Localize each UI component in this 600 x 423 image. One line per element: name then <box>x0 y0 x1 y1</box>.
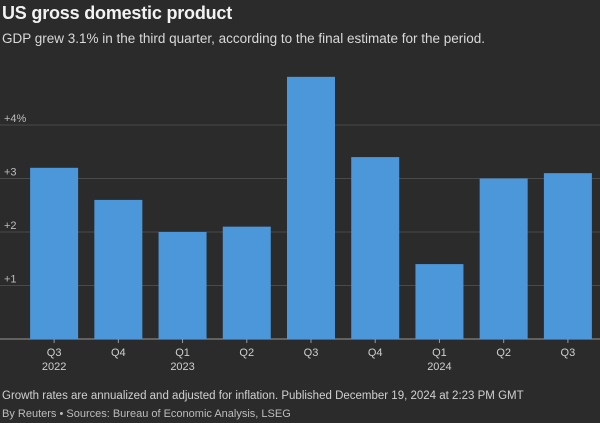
x-year-label: 2022 <box>42 361 66 373</box>
y-tick-label: +4% <box>4 113 27 125</box>
chart-footnote: Growth rates are annualized and adjusted… <box>2 390 524 402</box>
bar <box>351 157 400 339</box>
x-tick-label: Q4 <box>111 347 126 359</box>
bar <box>30 167 79 339</box>
x-tick-label: Q2 <box>496 347 511 359</box>
x-year-label: 2024 <box>427 361 451 373</box>
chart-subtitle: GDP grew 3.1% in the third quarter, acco… <box>2 31 486 46</box>
x-tick-label: Q4 <box>368 347 383 359</box>
bar <box>158 232 207 339</box>
y-tick-label: +1 <box>4 274 17 286</box>
bar <box>543 173 592 339</box>
y-tick-label: +3 <box>4 167 17 179</box>
y-tick-labels: +1 +2 +3 +4% <box>4 113 27 286</box>
x-tick-label: Q3 <box>47 347 62 359</box>
x-tick-label: Q2 <box>239 347 254 359</box>
bar <box>94 199 143 339</box>
bars <box>30 76 592 339</box>
x-year-label: 2023 <box>170 361 194 373</box>
x-tick-label: Q3 <box>304 347 319 359</box>
bar <box>479 178 528 339</box>
x-tick-labels: Q3 2022 Q4 Q1 2023 Q2 Q3 Q4 Q1 2024 Q2 Q3 <box>42 339 575 373</box>
bar <box>415 264 464 339</box>
y-tick-label: +2 <box>4 220 17 232</box>
chart-credit: By Reuters • Sources: Bureau of Economic… <box>2 408 291 420</box>
bar <box>287 76 335 339</box>
bar <box>222 226 271 339</box>
x-tick-label: Q3 <box>561 347 576 359</box>
x-tick-label: Q1 <box>432 347 447 359</box>
x-tick-label: Q1 <box>175 347 190 359</box>
chart-title: US gross domestic product <box>2 3 233 23</box>
